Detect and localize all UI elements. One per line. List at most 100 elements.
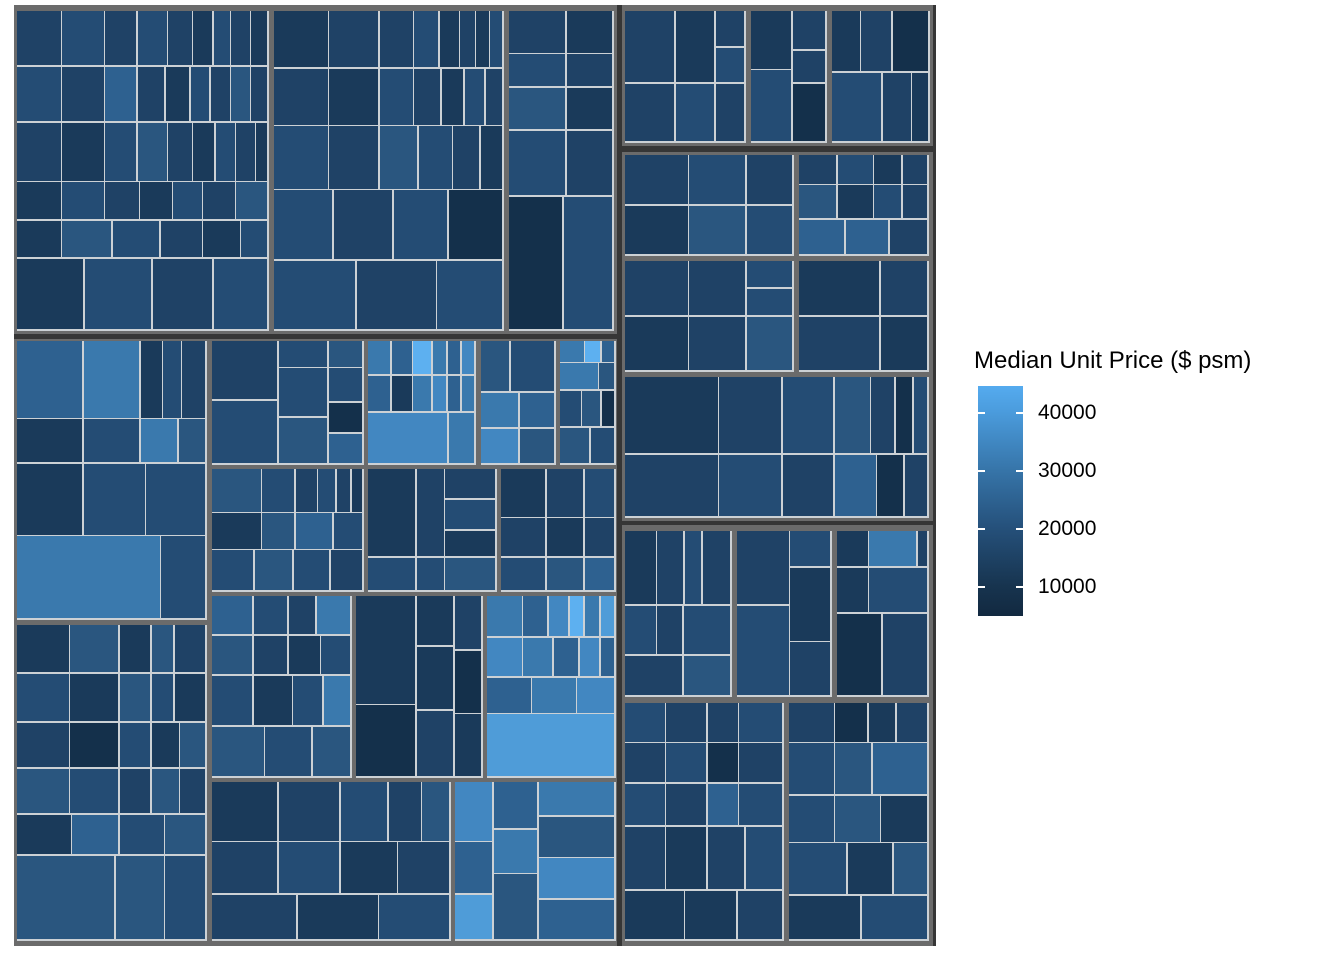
- treemap-tile: [182, 341, 206, 418]
- treemap-tile: [707, 783, 738, 826]
- treemap-tile: [746, 155, 793, 204]
- treemap-tile: [685, 891, 737, 940]
- treemap-tile: [119, 673, 151, 722]
- treemap-tile: [254, 550, 293, 591]
- treemap-tile: [140, 419, 177, 463]
- treemap-tile: [17, 673, 69, 722]
- treemap-tile: [481, 429, 519, 464]
- treemap-tile: [799, 185, 837, 219]
- treemap-tile: [448, 190, 503, 259]
- treemap-tile: [203, 182, 235, 219]
- treemap-tile: [582, 390, 601, 427]
- treemap-tile: [783, 454, 834, 517]
- treemap-tile: [560, 341, 584, 362]
- treemap-tile: [137, 123, 167, 181]
- treemap-subgroup: [487, 596, 616, 778]
- treemap-tile: [547, 469, 584, 517]
- treemap-tile: [289, 596, 316, 635]
- treemap-tile: [509, 54, 566, 87]
- legend-tick-mark: [978, 528, 985, 530]
- treemap-tile: [493, 829, 538, 873]
- treemap-tile: [278, 368, 328, 417]
- treemap-tile: [538, 782, 615, 816]
- treemap-tile: [460, 11, 475, 67]
- treemap-tile: [212, 513, 261, 549]
- treemap-tile: [368, 469, 416, 556]
- treemap-tile: [318, 469, 336, 512]
- treemap-tile: [417, 557, 444, 591]
- treemap-tile: [115, 855, 164, 940]
- treemap-tile: [746, 261, 793, 288]
- treemap-tile: [216, 123, 235, 181]
- treemap-tile: [17, 814, 71, 855]
- treemap-tile: [62, 123, 104, 181]
- treemap-tile: [789, 795, 834, 842]
- treemap-tile: [523, 596, 548, 637]
- treemap-tile: [719, 454, 782, 517]
- treemap-tile: [351, 469, 363, 512]
- treemap-tile: [739, 743, 783, 783]
- treemap-tile: [17, 768, 69, 813]
- treemap-tile: [212, 894, 297, 940]
- treemap-tile: [417, 469, 444, 556]
- treemap-tile: [684, 531, 702, 605]
- treemap-subgroup: [501, 469, 616, 592]
- treemap-tile: [751, 11, 792, 69]
- treemap-tile: [231, 11, 250, 66]
- treemap-tile: [262, 469, 294, 512]
- treemap-tile: [625, 783, 665, 826]
- treemap-subgroup: [356, 596, 483, 778]
- treemap-tile: [600, 637, 615, 677]
- treemap-tile: [487, 714, 615, 777]
- treemap-tile: [737, 605, 789, 696]
- treemap-tile: [683, 605, 731, 654]
- treemap-tile: [707, 703, 738, 742]
- treemap-tile: [715, 83, 745, 142]
- treemap-tile: [563, 196, 613, 330]
- treemap-tile: [894, 843, 928, 895]
- treemap-tile: [278, 782, 340, 841]
- treemap-tile: [449, 412, 475, 464]
- treemap-tile: [298, 894, 378, 940]
- treemap-tile: [625, 83, 675, 142]
- treemap-subgroup: [212, 782, 451, 941]
- treemap-tile: [83, 419, 139, 463]
- treemap-tile: [737, 891, 783, 940]
- treemap-tile: [236, 123, 255, 181]
- treemap-tile: [379, 126, 418, 189]
- treemap-tile: [715, 11, 745, 47]
- treemap-tile: [445, 530, 496, 556]
- treemap-tile: [455, 714, 482, 777]
- treemap-tile: [869, 531, 917, 566]
- treemap-tile: [666, 783, 707, 826]
- treemap-tile: [112, 220, 160, 258]
- treemap-tile: [137, 11, 167, 66]
- treemap-tile: [873, 743, 928, 795]
- treemap-subgroup: [625, 11, 746, 143]
- treemap-tile: [538, 816, 615, 857]
- treemap-tile: [912, 73, 929, 142]
- treemap-tile: [17, 722, 69, 768]
- treemap-tile: [329, 434, 363, 464]
- treemap-tile: [666, 743, 707, 783]
- treemap-tile: [85, 259, 152, 330]
- treemap-tile: [790, 531, 831, 566]
- treemap-tile: [895, 377, 913, 453]
- treemap-tile: [511, 341, 555, 392]
- treemap-tile: [675, 83, 715, 142]
- treemap-tile: [168, 11, 192, 66]
- treemap-tile: [341, 782, 388, 841]
- treemap-subgroup: [837, 531, 929, 697]
- treemap-tile: [437, 260, 503, 330]
- treemap-tile: [520, 393, 555, 428]
- treemap-tile: [560, 363, 598, 389]
- treemap-tile: [490, 11, 503, 67]
- treemap-tile: [119, 814, 164, 855]
- treemap-tile: [792, 83, 826, 142]
- treemap-tile: [324, 676, 351, 726]
- treemap-tile: [835, 703, 868, 742]
- treemap-tile: [105, 67, 137, 122]
- treemap-tile: [566, 11, 613, 53]
- treemap-tile: [481, 341, 510, 392]
- treemap-tile: [548, 596, 568, 637]
